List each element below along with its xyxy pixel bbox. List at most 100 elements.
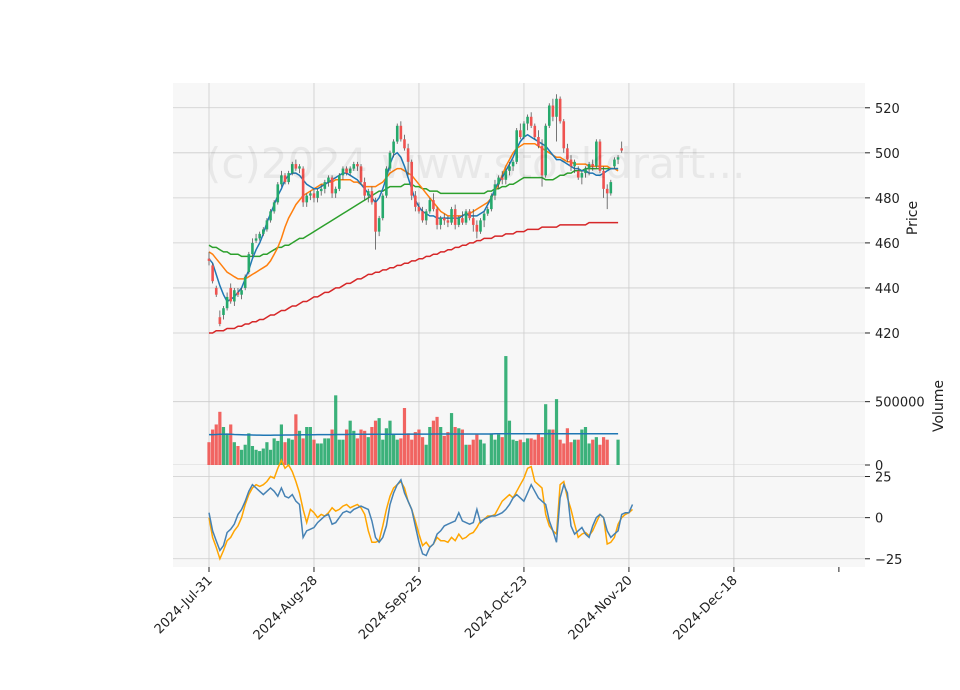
candle-body [218, 317, 222, 324]
candle-body [251, 242, 254, 255]
candle-body [562, 121, 566, 149]
volume-bar [258, 451, 262, 465]
candle-body [598, 141, 602, 171]
candle-body [363, 182, 366, 196]
volume-bar [254, 449, 258, 465]
ma-trend-line [209, 221, 619, 334]
candle-body [446, 220, 450, 223]
volume-ma-line [209, 433, 619, 436]
volume-bar [598, 444, 602, 465]
volume-bar [355, 438, 360, 465]
candle-body [443, 218, 446, 221]
volume-bar [236, 446, 240, 465]
candle-body [573, 161, 576, 167]
volume-bar [489, 433, 493, 465]
candle-body [356, 164, 359, 167]
volume-bar [344, 429, 349, 465]
volume-bar [507, 420, 512, 465]
candle-body [620, 148, 623, 151]
candle-body [439, 218, 442, 225]
candle-body [381, 195, 385, 219]
candle-body [613, 159, 616, 167]
volume-bar [460, 429, 464, 465]
candle-body [537, 137, 540, 147]
candle-body [309, 193, 312, 196]
candle-body [457, 218, 461, 225]
candle-body [272, 202, 276, 212]
volume-bar [533, 439, 537, 465]
candle-body [519, 130, 522, 138]
volume-bar [359, 429, 363, 465]
volume-bar [522, 442, 526, 465]
candle-body [265, 220, 269, 230]
volume-bar [446, 432, 450, 465]
candle-body [551, 105, 555, 117]
candle-body [424, 211, 428, 221]
volume-bar [587, 443, 591, 465]
candle-body [450, 209, 453, 223]
volume-bar [410, 439, 414, 465]
volume-bar [504, 356, 508, 465]
candle-body [533, 125, 537, 138]
volume-bar [468, 444, 472, 465]
volume-ytick-label: 500000 [875, 396, 925, 411]
volume-axis-label: Volume [931, 380, 947, 432]
volume-bar [515, 440, 519, 465]
candle-body [410, 161, 414, 196]
volume-bar [348, 420, 352, 465]
candle-body [515, 130, 518, 162]
volume-bar [268, 449, 273, 465]
candle-body [225, 296, 229, 309]
volume-bar [493, 439, 497, 465]
x-axis: 2024-Jul-31 2024-Aug-28 2024-Sep-25 2024-Oc… [152, 567, 840, 643]
candle-body [370, 191, 374, 203]
volume-bar [308, 427, 312, 465]
volume-bar [388, 420, 392, 465]
volume-bar [431, 420, 436, 465]
candle-body [490, 195, 493, 210]
oscillator-ytick-label: 0 [875, 512, 883, 527]
candle-body [207, 258, 211, 261]
candle-body [229, 287, 233, 302]
volume-bar [363, 430, 367, 465]
candle-body [464, 211, 468, 223]
volume-bar [290, 439, 294, 465]
candle-body [475, 224, 479, 232]
price-ytick-label: 480 [875, 192, 900, 207]
volume-bar [475, 434, 479, 465]
volume-bar [565, 428, 569, 465]
x-tick-label: 2024-Sep-25 [356, 573, 426, 643]
candle-body [305, 195, 309, 203]
candle-body [236, 292, 240, 295]
volume-bar [497, 434, 501, 465]
volume-bar [439, 427, 443, 465]
candle-body [403, 139, 406, 149]
candle-body [500, 177, 504, 180]
candle-body [580, 173, 584, 178]
candle-body [345, 168, 348, 174]
candle-body [341, 168, 345, 176]
volume-bar [529, 438, 533, 465]
oscillator-ytick-label: 25 [875, 471, 892, 486]
volume-bar [525, 438, 530, 465]
candle-body [453, 209, 457, 225]
volume-bar [225, 433, 229, 465]
volume-bar [518, 439, 522, 465]
volume-bar [323, 438, 327, 465]
volume-bar [424, 444, 428, 465]
candle-body [233, 290, 236, 302]
candle-body [540, 146, 544, 176]
candle-body [482, 213, 486, 221]
candle-body [254, 238, 258, 241]
candle-body [395, 125, 399, 142]
volume-bar [381, 439, 385, 465]
watermark: (c)2024 www.stockdraft... [205, 139, 745, 188]
volume-bar [569, 442, 573, 465]
volume-bar [605, 439, 609, 465]
candle-body [301, 168, 305, 203]
candle-body [555, 98, 558, 117]
volume-bar [616, 439, 620, 465]
candle-body [240, 290, 243, 295]
volume-bar [482, 443, 486, 465]
